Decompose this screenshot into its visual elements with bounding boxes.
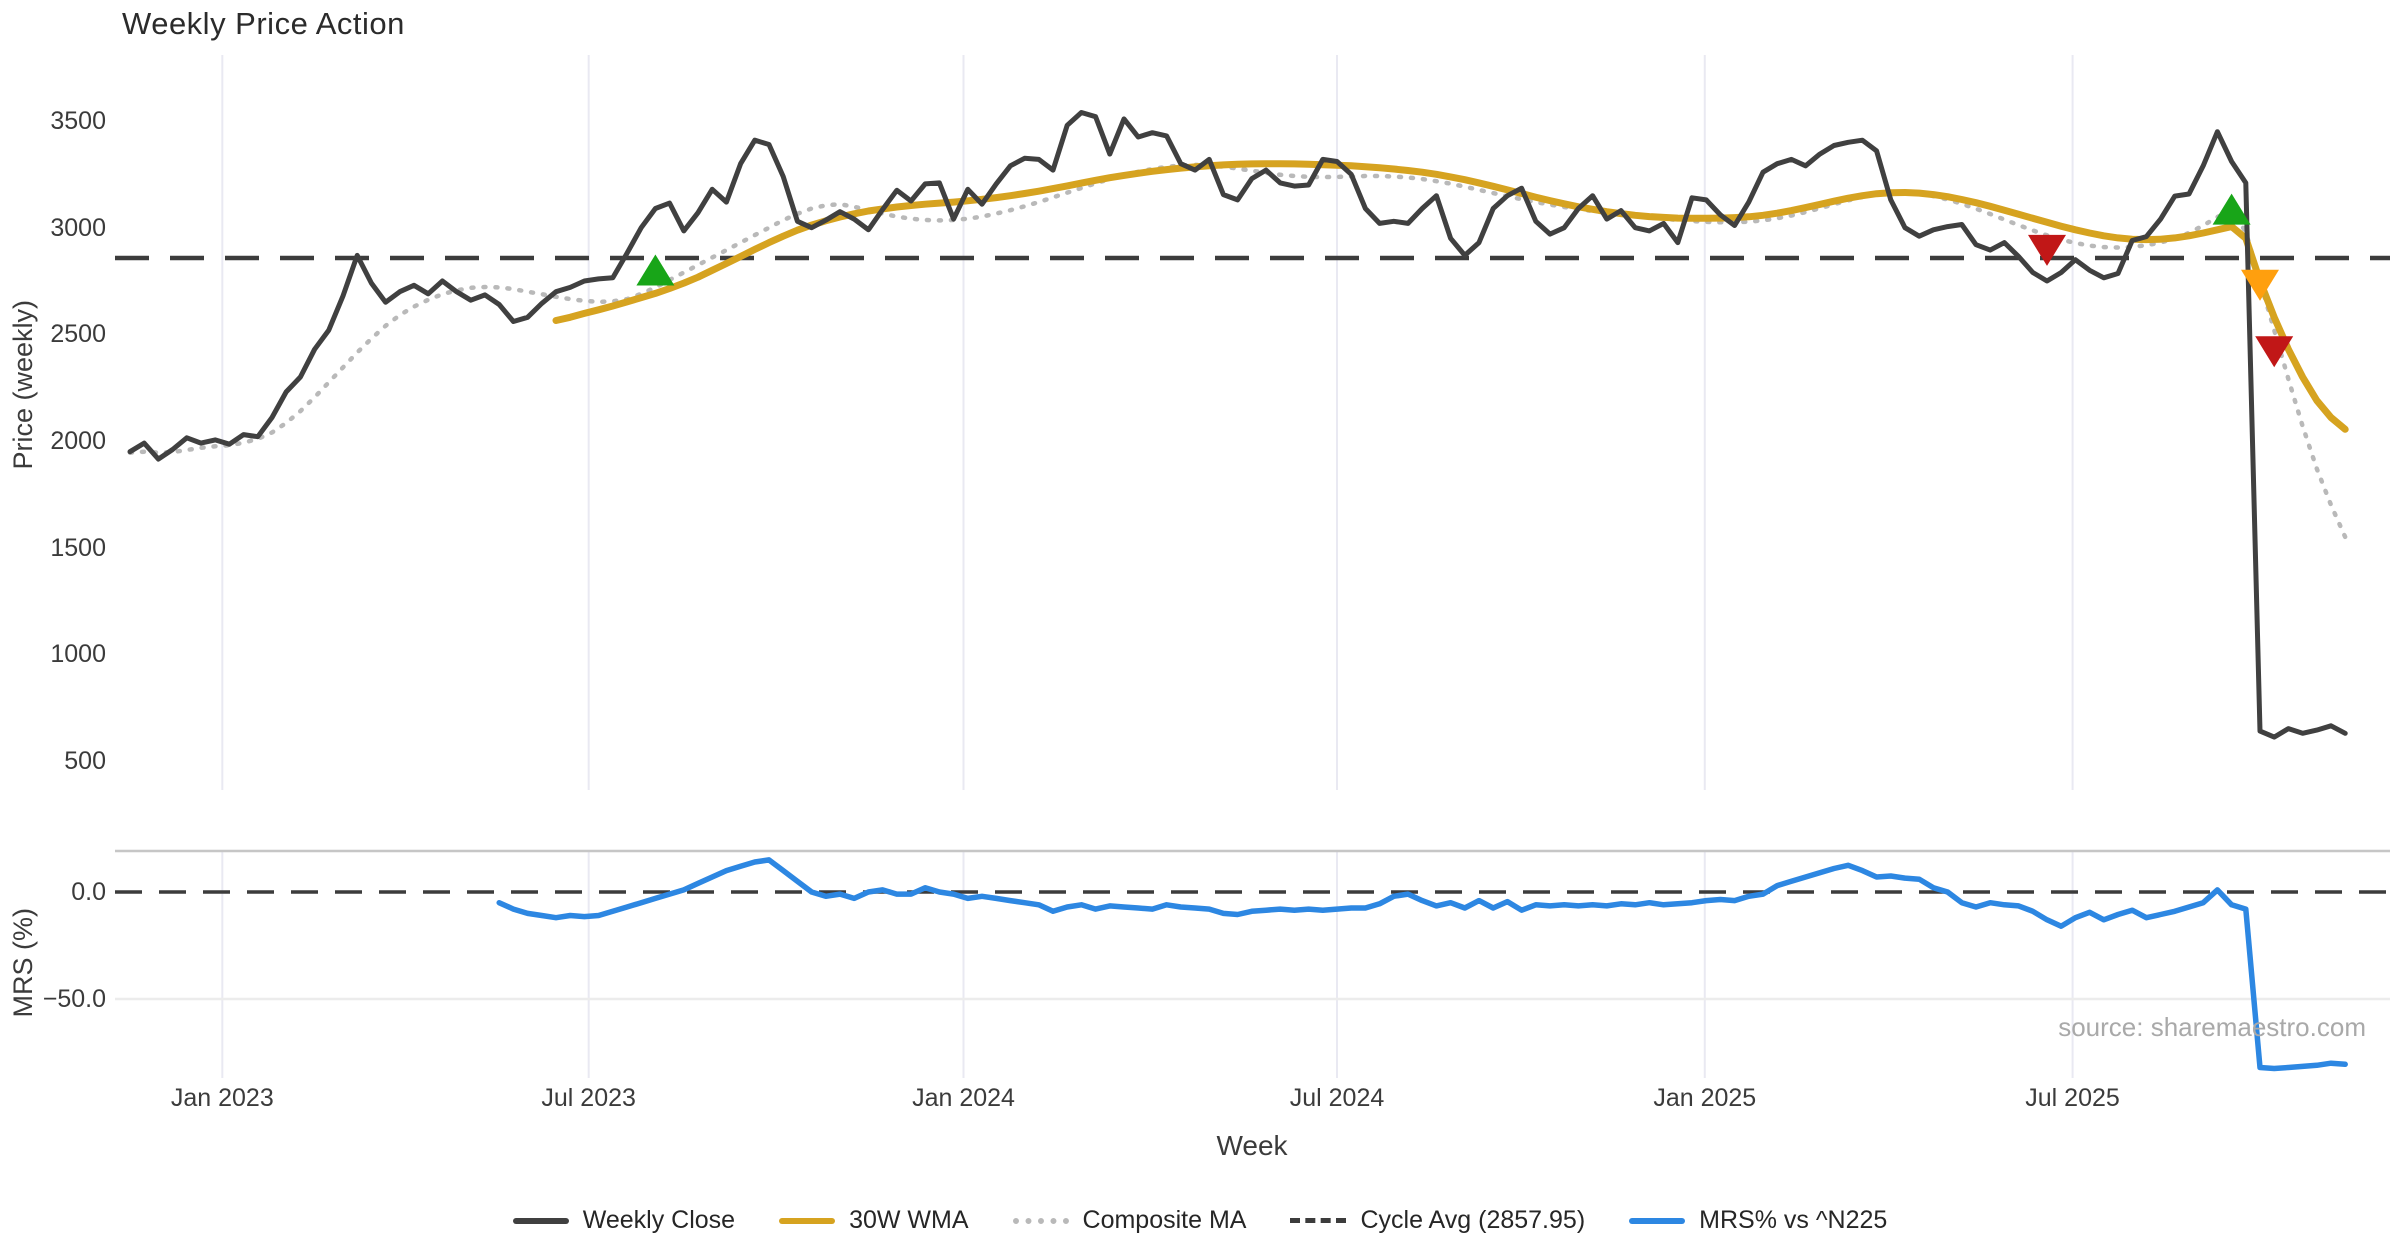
legend-item: 30W WMA <box>779 1206 969 1235</box>
legend-label: MRS% vs ^N225 <box>1699 1206 1888 1234</box>
sell-signal-2-icon <box>2255 336 2294 368</box>
x-tick-label: Jan 2024 <box>912 1084 1015 1112</box>
legend-swatch-solid <box>1629 1217 1686 1224</box>
week-axis-label: Week <box>1216 1130 1288 1161</box>
price-tick-label: 2000 <box>50 427 106 455</box>
legend-swatch-dotted <box>1012 1217 1069 1224</box>
price-tick-label: 3000 <box>50 213 106 242</box>
legend: Weekly Close 30W WMA Composite MA Cycle Avg… <box>0 1206 2400 1235</box>
legend-label: Composite MA <box>1082 1206 1247 1234</box>
legend-label: 30W WMA <box>849 1206 969 1234</box>
sell-signal-1-icon <box>2028 234 2066 266</box>
legend-swatch-solid <box>512 1217 569 1224</box>
x-tick-label: Jul 2025 <box>2025 1084 2120 1112</box>
buy-signal-1-icon <box>636 254 675 286</box>
wma-line <box>552 160 2349 433</box>
legend-item: Cycle Avg (2857.95) <box>1290 1206 1585 1235</box>
price-tick-label: 1000 <box>50 640 106 669</box>
price-tick-label: 2500 <box>50 320 106 349</box>
price-tick-label: 3500 <box>50 107 106 135</box>
x-tick-label: Jan 2023 <box>170 1084 274 1112</box>
warning-signal-icon <box>2241 269 2279 301</box>
source-credit: source: sharemaestro.com <box>2058 1012 2366 1042</box>
x-tick-label: Jul 2023 <box>541 1084 636 1112</box>
weekly-close-line <box>127 110 2348 740</box>
mrs-tick-label: 0.0 <box>71 878 106 906</box>
x-tick-label: Jan 2025 <box>1653 1084 1757 1112</box>
legend-swatch-solid <box>779 1217 836 1224</box>
mrs-tick-label: −50.0 <box>42 985 106 1013</box>
x-tick-label: Jul 2024 <box>1289 1084 1385 1112</box>
legend-label: Weekly Close <box>582 1206 736 1234</box>
legend-item: Weekly Close <box>512 1206 736 1235</box>
legend-item: MRS% vs ^N225 <box>1629 1206 1887 1235</box>
legend-swatch-dashed <box>1290 1218 1347 1223</box>
composite-ma-line <box>127 162 2348 540</box>
legend-item: Composite MA <box>1012 1206 1247 1235</box>
legend-label: Cycle Avg (2857.95) <box>1360 1206 1586 1234</box>
mrs-line <box>496 857 2348 1072</box>
price-tick-label: 1500 <box>50 533 106 562</box>
chart-title: Weekly Price Action <box>122 6 405 41</box>
price-tick-label: 500 <box>64 747 106 775</box>
buy-signal-2-icon <box>2212 193 2251 225</box>
